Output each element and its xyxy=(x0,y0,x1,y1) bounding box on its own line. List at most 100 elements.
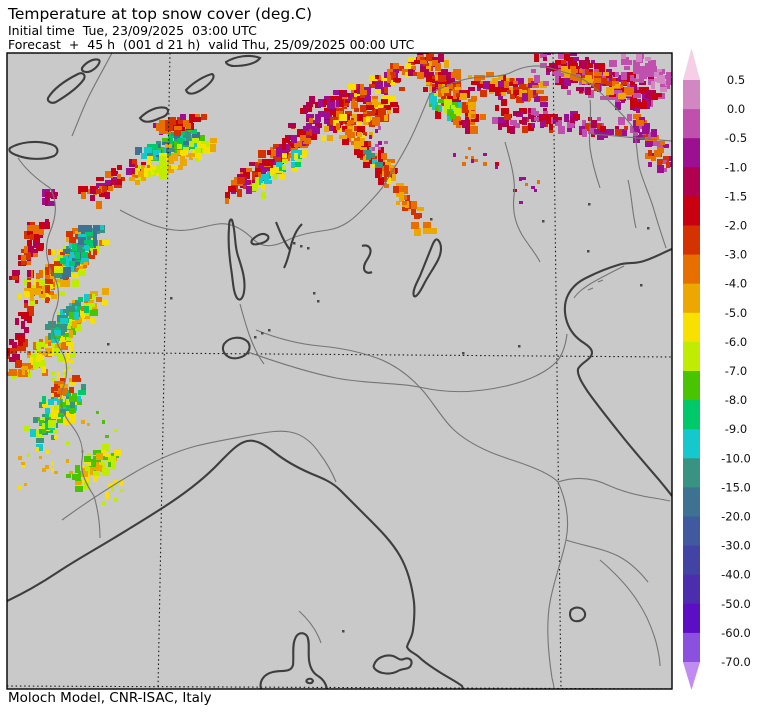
colorbar-band xyxy=(683,545,700,576)
snow-temp-cell xyxy=(27,240,32,248)
snow-temp-cell xyxy=(7,354,10,359)
border-switzerland-italy xyxy=(119,93,431,247)
lake-neuchatel xyxy=(46,72,86,104)
snow-temp-cell xyxy=(429,72,434,76)
snow-temp-cell xyxy=(573,75,581,81)
snow-temp-cell xyxy=(510,78,514,82)
snow-temp-cell xyxy=(9,357,13,362)
snow-temp-cell xyxy=(102,450,106,456)
snow-temp-cell xyxy=(54,324,62,328)
snow-temp-cell xyxy=(195,147,201,153)
snow-temp-cell xyxy=(36,348,40,353)
snow-temp-cell xyxy=(87,231,93,236)
snow-temp-cell xyxy=(135,147,140,155)
snow-temp-cell xyxy=(666,78,672,85)
colorbar-band xyxy=(683,400,700,430)
snow-temp-cell xyxy=(354,93,360,97)
snow-temp-cell xyxy=(24,246,28,253)
lake-maggiore xyxy=(227,218,246,301)
snow-temp-cell xyxy=(537,90,544,94)
snow-temp-cell xyxy=(384,183,389,188)
snow-temp-cell xyxy=(648,150,652,156)
snow-temp-cell xyxy=(660,81,667,86)
snow-temp-cell xyxy=(111,168,116,176)
snow-temp-cell xyxy=(393,105,399,113)
snow-temp-cell xyxy=(24,303,28,308)
snow-temp-cell xyxy=(180,156,185,161)
snow-temp-cell xyxy=(180,129,185,135)
snow-temp-cell xyxy=(381,153,387,160)
coast-liguria-tuscany xyxy=(7,439,464,689)
snow-temp-cell xyxy=(585,75,592,83)
colorbar-band xyxy=(683,196,700,226)
snow-temp-cell xyxy=(48,264,54,268)
snow-temp-cell xyxy=(621,72,627,80)
snow-temp-cell xyxy=(273,165,279,172)
snow-temp-cell xyxy=(69,348,73,352)
snow-temp-cell xyxy=(465,156,468,159)
snow-temp-cell xyxy=(75,249,81,253)
snow-temp-cell xyxy=(102,288,109,295)
snow-temp-cell xyxy=(366,153,372,158)
snow-temp-cell xyxy=(51,372,55,375)
snow-temp-cell xyxy=(54,279,60,283)
snow-temp-cell xyxy=(240,168,247,172)
snow-temp-cell xyxy=(87,453,91,456)
snow-temp-cell xyxy=(36,342,41,349)
snow-temp-cell xyxy=(39,420,44,424)
snow-temp-cell xyxy=(132,159,137,164)
snow-temp-cell xyxy=(540,96,548,101)
snow-temp-cell xyxy=(18,294,22,299)
snow-temp-cell xyxy=(618,93,626,99)
snow-temp-cell xyxy=(471,159,474,163)
border-liguria-piedmont xyxy=(61,430,337,521)
snow-temp-cell xyxy=(57,354,64,362)
snow-temp-cell xyxy=(537,117,543,121)
snow-temp-cell xyxy=(561,66,568,73)
snow-temp-cell xyxy=(594,72,602,76)
snow-temp-cell xyxy=(660,141,665,145)
snow-temp-cell xyxy=(594,78,601,83)
snow-temp-cell xyxy=(309,132,317,140)
snow-temp-cell xyxy=(471,126,478,134)
snow-temp-cell xyxy=(402,207,408,211)
snow-temp-cell xyxy=(606,81,612,86)
snow-temp-cell xyxy=(336,111,343,116)
snow-temp-cell xyxy=(378,108,386,115)
snow-temp-cell xyxy=(456,84,460,88)
snow-temp-cell xyxy=(660,69,665,74)
snow-temp-cell xyxy=(324,126,329,132)
snow-temp-cell xyxy=(51,468,54,472)
snow-temp-cell xyxy=(450,114,456,119)
snow-temp-cell xyxy=(60,279,65,287)
snow-temp-cell xyxy=(66,357,69,361)
snow-temp-cell xyxy=(27,312,34,316)
snow-temp-cell xyxy=(528,114,534,119)
snow-temp-cell xyxy=(387,177,391,184)
snow-temp-cell xyxy=(468,126,473,134)
snow-temp-cell xyxy=(414,213,422,218)
snow-temp-cell xyxy=(594,75,602,80)
snow-temp-cell xyxy=(333,96,339,100)
snow-temp-cell xyxy=(54,273,62,278)
snow-temp-cell xyxy=(429,60,433,66)
snow-temp-cell xyxy=(36,228,44,235)
snow-temp-cell xyxy=(468,147,471,150)
snow-temp-cell xyxy=(66,336,71,341)
snow-temp-cell xyxy=(453,114,460,119)
snow-temp-cell xyxy=(102,300,108,305)
snow-temp-cell xyxy=(660,87,667,92)
snow-temp-cell xyxy=(90,303,95,307)
snow-temp-cell xyxy=(282,150,288,155)
snow-temp-cell xyxy=(372,96,378,100)
snow-temp-cell xyxy=(39,360,46,367)
snow-temp-cell xyxy=(27,315,32,323)
snow-temp-cell xyxy=(72,393,77,397)
snow-temp-cell xyxy=(306,102,312,108)
snow-temp-cell xyxy=(81,264,87,268)
snow-temp-cell xyxy=(180,159,187,166)
snow-temp-cell xyxy=(357,150,363,158)
snow-temp-cell xyxy=(393,69,399,73)
snow-temp-cell xyxy=(531,84,539,88)
snow-temp-cell xyxy=(273,156,281,162)
